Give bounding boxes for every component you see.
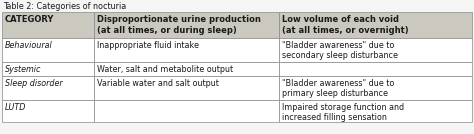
Text: Low volume of each void
(at all times, or overnight): Low volume of each void (at all times, o… [283, 15, 409, 35]
Bar [279, 100, 472, 122]
Bar [2, 38, 94, 62]
Bar [279, 62, 472, 76]
Text: Inappropriate fluid intake: Inappropriate fluid intake [97, 40, 199, 49]
Text: Impaired storage function and
increased filling sensation: Impaired storage function and increased … [283, 103, 404, 122]
Bar [94, 62, 279, 76]
Text: Variable water and salt output: Variable water and salt output [97, 79, 219, 88]
Bar [94, 12, 279, 38]
Bar [94, 100, 279, 122]
Text: CATEGORY: CATEGORY [5, 15, 55, 24]
Text: LUTD: LUTD [5, 103, 27, 111]
Bar [279, 12, 472, 38]
Bar [94, 38, 279, 62]
Bar [279, 38, 472, 62]
Bar [2, 76, 94, 100]
Bar [279, 76, 472, 100]
Text: Behavioural: Behavioural [5, 40, 53, 49]
Bar [2, 12, 94, 38]
Text: "Bladder awareness" due to
secondary sleep disturbance: "Bladder awareness" due to secondary sle… [283, 40, 398, 60]
Bar [2, 62, 94, 76]
Bar [2, 100, 94, 122]
Text: Water, salt and metabolite output: Water, salt and metabolite output [97, 64, 233, 74]
Text: Systemic: Systemic [5, 64, 41, 74]
Bar [94, 76, 279, 100]
Text: "Bladder awareness" due to
primary sleep disturbance: "Bladder awareness" due to primary sleep… [283, 79, 395, 98]
Text: Sleep disorder: Sleep disorder [5, 79, 63, 88]
Text: Disproportionate urine production
(at all times, or during sleep): Disproportionate urine production (at al… [97, 15, 261, 35]
Text: Table 2: Categories of nocturia: Table 2: Categories of nocturia [3, 2, 126, 11]
